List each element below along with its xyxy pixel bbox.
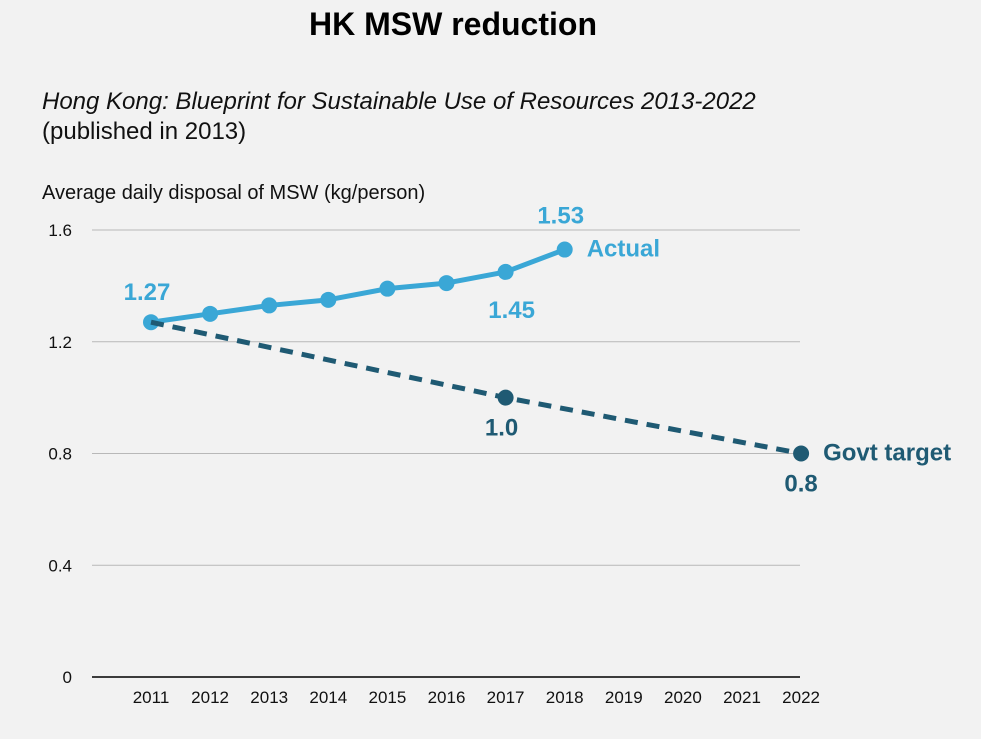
chart-title: HK MSW reduction	[309, 6, 597, 42]
actual-series-line	[150, 247, 566, 325]
chart-subtitle: Hong Kong: Blueprint for Sustainable Use…	[42, 88, 756, 115]
x-tick-label: 2020	[664, 688, 702, 707]
actual-data-point	[202, 305, 219, 322]
x-tick-label: 2016	[428, 688, 466, 707]
legend-govt-target: Govt target	[823, 440, 951, 467]
x-tick-label: 2014	[309, 688, 347, 707]
x-tick-label: 2015	[368, 688, 406, 707]
y-tick-label: 0	[63, 668, 72, 687]
actual-data-point	[438, 275, 455, 292]
chart-subtitle-note: (published in 2013)	[42, 118, 247, 145]
actual-data-point	[379, 280, 396, 297]
data-label: 1.45	[488, 297, 535, 324]
legend-actual: Actual	[587, 236, 660, 263]
data-label: 0.8	[784, 471, 817, 498]
target-data-point	[497, 389, 514, 406]
x-tick-label: 2012	[191, 688, 229, 707]
y-tick-label: 1.2	[48, 333, 72, 352]
data-label: 1.27	[124, 279, 171, 306]
actual-data-point	[320, 291, 337, 308]
x-tick-label: 2022	[782, 688, 820, 707]
actual-data-point	[556, 241, 573, 258]
x-tick-label: 2018	[546, 688, 584, 707]
actual-data-point	[261, 297, 278, 314]
data-label: 1.53	[537, 203, 584, 230]
data-label: 1.0	[485, 415, 518, 442]
actual-data-point	[497, 263, 514, 280]
y-tick-label: 0.8	[48, 445, 72, 464]
y-axis-label: Average daily disposal of MSW (kg/person…	[42, 182, 426, 204]
y-tick-label: 0.4	[48, 556, 72, 575]
x-tick-label: 2017	[487, 688, 525, 707]
target-data-point	[793, 445, 810, 462]
x-tick-label: 2011	[133, 688, 170, 707]
x-tick-label: 2013	[250, 688, 288, 707]
x-tick-label: 2019	[605, 688, 643, 707]
y-tick-label: 1.6	[48, 221, 72, 240]
x-tick-label: 2021	[723, 688, 761, 707]
